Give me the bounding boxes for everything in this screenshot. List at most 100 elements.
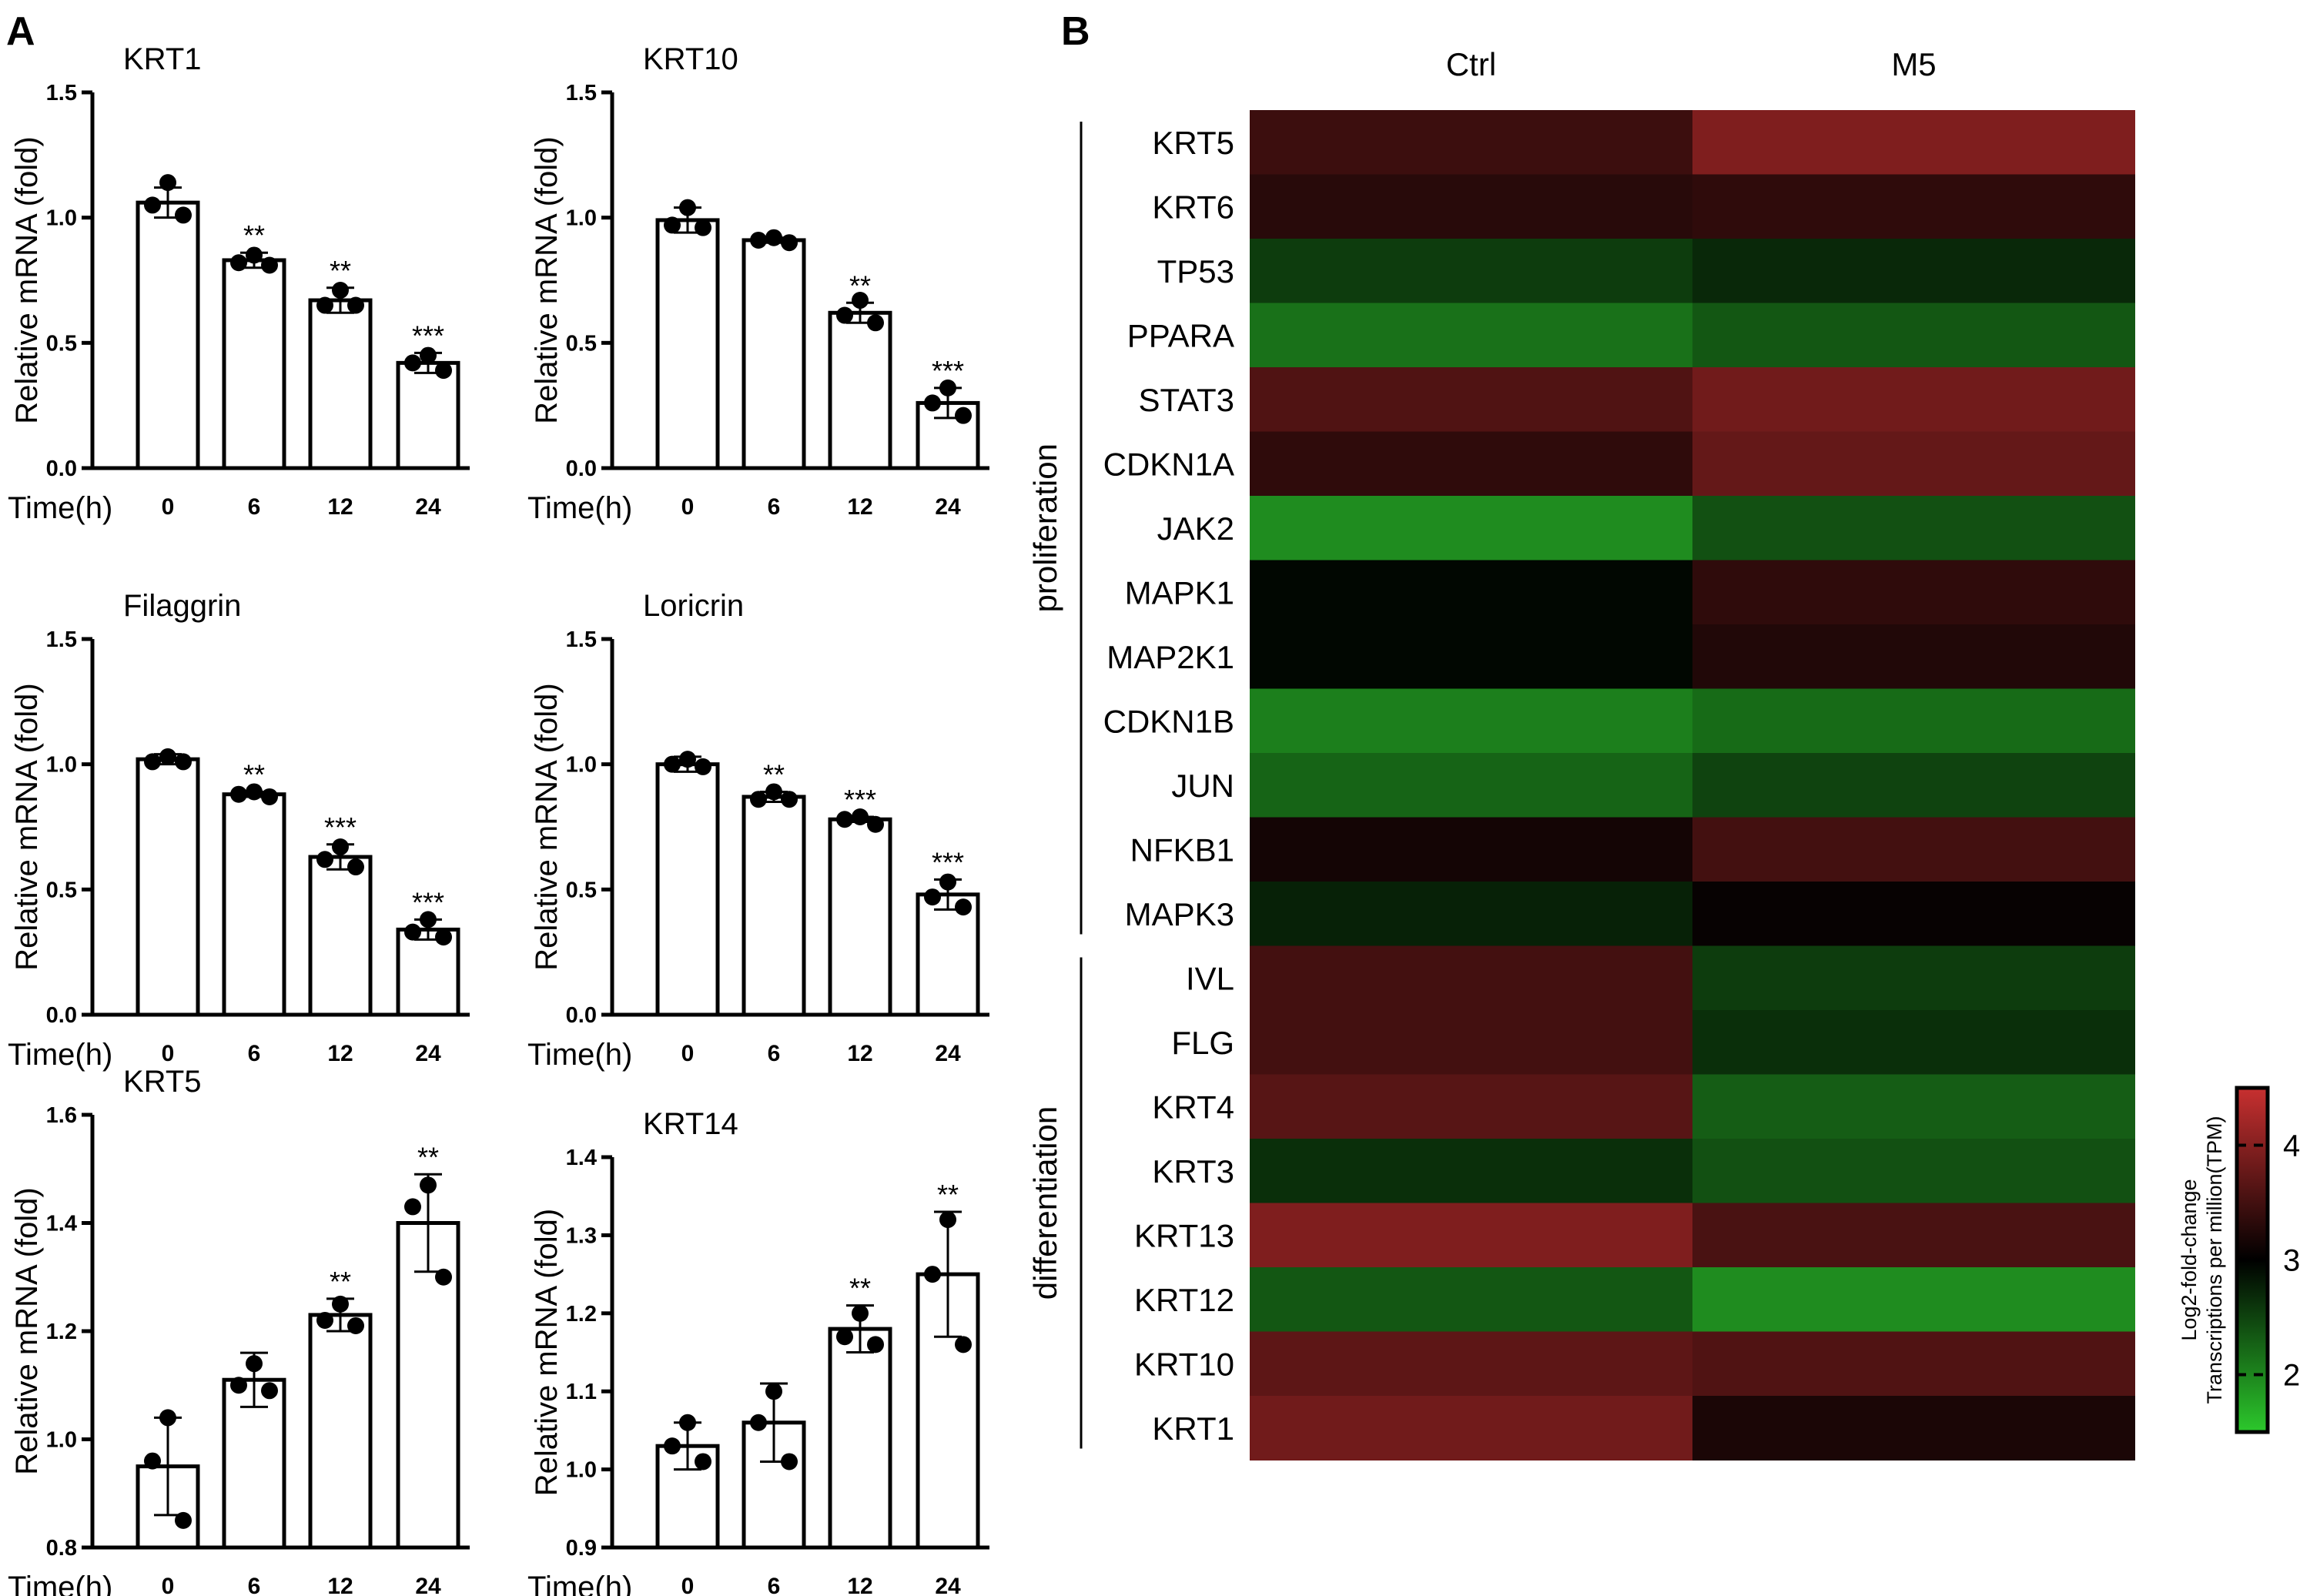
y-tick-label: 1.0	[566, 1458, 597, 1483]
y-tick-label: 1.6	[46, 1103, 77, 1128]
bar	[828, 817, 892, 1017]
heatmap-row-label: MAP2K1	[1106, 639, 1234, 675]
heatmap-cell	[1250, 1396, 1692, 1460]
y-axis-label: Relative mRNA (fold)	[530, 683, 564, 970]
heatmap-cell	[1692, 1203, 2135, 1268]
y-tick-label: 1.5	[46, 81, 77, 105]
data-point	[695, 219, 711, 236]
bar	[396, 360, 460, 470]
data-point	[332, 838, 349, 856]
x-tick-label: 12	[847, 494, 872, 520]
data-point	[955, 407, 972, 424]
y-tick-label: 1.0	[566, 753, 597, 778]
y-axis-label: Relative mRNA (fold)	[10, 1187, 44, 1474]
data-point	[852, 1304, 869, 1322]
y-tick-label: 1.1	[566, 1380, 597, 1404]
data-point	[159, 1409, 176, 1427]
panel-label-b: B	[1061, 9, 1090, 54]
data-point	[924, 888, 941, 906]
heatmap-row-label: MAPK1	[1125, 574, 1234, 611]
y-axis-label: Relative mRNA (fold)	[530, 136, 564, 423]
colorbar-title: Log2-fold-change	[2178, 1179, 2201, 1340]
x-tick-label: 24	[935, 1041, 961, 1066]
heatmap-cell	[1250, 239, 1692, 303]
significance-label: **	[243, 219, 265, 251]
heatmap-row-label: TP53	[1157, 253, 1234, 289]
data-point	[230, 785, 247, 803]
heatmap-cell	[1692, 1074, 2135, 1139]
heatmap-column-label: M5	[1891, 46, 1936, 82]
data-point	[246, 246, 263, 264]
heatmap-row-label: KRT1	[1152, 1410, 1234, 1447]
data-point	[867, 1336, 884, 1353]
x-tick-label: 0	[681, 494, 695, 520]
heatmap-cell	[1692, 1010, 2135, 1075]
heatmap-cell	[1250, 688, 1692, 754]
bar	[655, 762, 720, 1017]
x-tick-label: 12	[327, 1574, 353, 1596]
heatmap-cell	[1692, 110, 2135, 175]
x-tick-label: 24	[415, 494, 441, 520]
bar	[655, 218, 720, 470]
heatmap-row-label: CDKN1B	[1103, 703, 1234, 739]
significance-label: ***	[412, 886, 444, 918]
y-tick-label: 0.0	[566, 457, 597, 481]
y-tick-label: 0.9	[566, 1536, 597, 1561]
group-label: proliferation	[1027, 443, 1063, 612]
heatmap-cell	[1692, 882, 2135, 946]
data-point	[664, 1437, 681, 1455]
group-label: differentiation	[1027, 1106, 1063, 1300]
data-point	[404, 923, 421, 941]
x-tick-label: 0	[162, 1041, 175, 1066]
data-point	[261, 256, 278, 274]
data-point	[159, 174, 176, 192]
colorbar-tick-label: 4	[2283, 1129, 2300, 1163]
heatmap-cell	[1692, 624, 2135, 689]
data-point	[852, 292, 869, 309]
heatmap-cell	[1250, 817, 1692, 882]
heatmap-cell	[1250, 1139, 1692, 1203]
y-tick-label: 1.2	[566, 1302, 597, 1327]
data-point	[404, 354, 421, 372]
bar	[136, 757, 200, 1017]
heatmap-cell	[1692, 367, 2135, 432]
bar-chart-krt5: KRT5 Relative mRNA (fold) 0.8 1.0 1.2 1.4 1.6 T…	[8, 1065, 470, 1596]
y-tick-label: 1.4	[46, 1212, 77, 1236]
heatmap-row-label: KRT13	[1134, 1217, 1234, 1253]
heatmap-row-label: FLG	[1171, 1025, 1234, 1061]
data-point	[246, 783, 263, 801]
significance-label: **	[417, 1141, 439, 1173]
heatmap-cell	[1250, 1331, 1692, 1397]
x-tick-label: 12	[327, 1041, 353, 1066]
heatmap-cell	[1692, 688, 2135, 754]
y-tick-label: 1.2	[46, 1320, 77, 1344]
y-tick-label: 0.5	[46, 878, 77, 902]
bar	[222, 792, 286, 1017]
y-tick-label: 0.5	[46, 331, 77, 356]
data-point	[347, 858, 364, 876]
data-point	[750, 791, 767, 808]
data-point	[765, 783, 782, 801]
data-point	[852, 808, 869, 825]
bar	[396, 1221, 460, 1550]
x-tick-label: 24	[935, 494, 961, 520]
panel-label-a: A	[6, 9, 35, 54]
y-axis-label: Relative mRNA (fold)	[530, 1209, 564, 1496]
x-axis-label: Time(h)	[8, 1571, 112, 1596]
bar-charts: KRT1 Relative mRNA (fold) 0.0 0.5 1.0 1.5 Time…	[8, 42, 989, 1596]
data-point	[679, 751, 696, 768]
data-point	[781, 234, 798, 252]
bar	[308, 855, 373, 1017]
heatmap-cell	[1250, 367, 1692, 432]
data-point	[836, 306, 853, 324]
data-point	[144, 196, 161, 214]
heatmap-cell	[1250, 753, 1692, 818]
data-point	[765, 229, 782, 246]
x-tick-label: 0	[681, 1041, 695, 1066]
y-tick-label: 0.0	[566, 1003, 597, 1028]
data-point	[435, 928, 452, 946]
data-point	[316, 1311, 333, 1329]
heatmap-cell	[1692, 496, 2135, 560]
heatmap-cell	[1250, 882, 1692, 946]
heatmap-cell	[1250, 1074, 1692, 1139]
